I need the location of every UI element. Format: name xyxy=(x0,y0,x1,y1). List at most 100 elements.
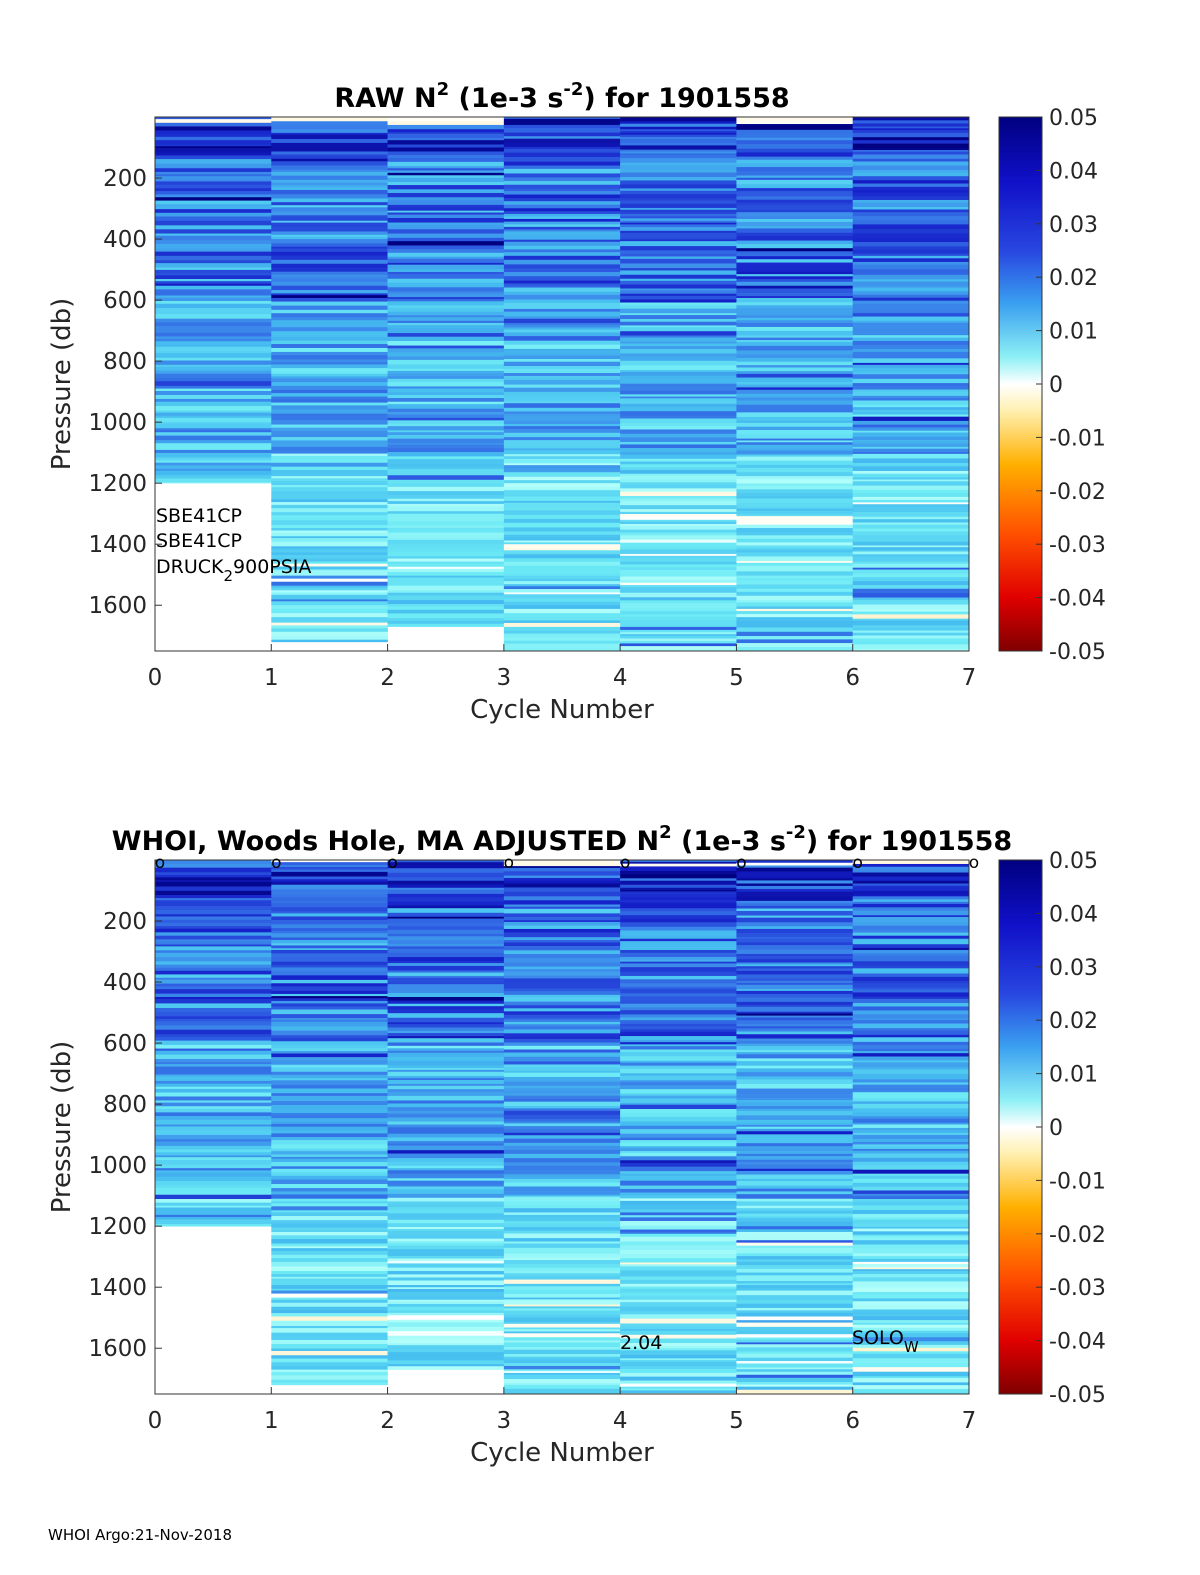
heatmap-cell xyxy=(387,1137,505,1142)
heatmap-cell xyxy=(503,1379,621,1384)
heatmap-cell xyxy=(503,1273,621,1276)
heatmap-cell xyxy=(852,1051,970,1054)
heatmap-cell xyxy=(852,630,970,633)
heatmap-cell xyxy=(736,528,854,533)
plot-frame xyxy=(154,116,970,652)
heatmap-cell xyxy=(387,189,505,194)
heatmap-cell xyxy=(503,1042,621,1047)
heatmap-cell xyxy=(387,1241,505,1244)
heatmap-cell xyxy=(620,415,737,419)
heatmap-cell xyxy=(155,1044,272,1049)
heatmap-cell xyxy=(503,928,621,933)
heatmap-cell xyxy=(736,974,854,979)
heatmap-cell xyxy=(155,260,272,264)
heatmap-cell xyxy=(620,129,737,132)
heatmap-cell xyxy=(387,315,505,318)
heatmap-cell xyxy=(620,957,737,961)
heatmap-cell xyxy=(503,1087,621,1091)
heatmap-cell xyxy=(155,1083,272,1088)
heatmap-cell xyxy=(387,138,505,141)
heatmap-cell xyxy=(503,575,621,580)
heatmap-cell xyxy=(503,1260,621,1265)
heatmap-cell xyxy=(736,565,854,569)
heatmap-cell xyxy=(852,294,970,298)
heatmap-cell xyxy=(503,962,621,967)
heatmap-cell xyxy=(736,1240,854,1243)
heatmap-cell xyxy=(387,1285,505,1288)
heatmap-cell xyxy=(503,637,621,641)
heatmap-cell xyxy=(736,538,854,543)
heatmap-cell xyxy=(387,134,505,139)
heatmap-cell xyxy=(271,1248,388,1252)
heatmap-cell xyxy=(852,120,970,124)
heatmap-cell xyxy=(387,287,505,292)
heatmap-cell xyxy=(620,1330,737,1336)
heatmap-cell xyxy=(271,943,388,946)
heatmap-cell xyxy=(620,546,737,550)
heatmap-cell xyxy=(852,885,970,888)
heatmap-cell xyxy=(620,878,737,882)
heatmap-cell xyxy=(736,426,854,431)
heatmap-cell xyxy=(271,566,388,570)
colorbar-tick-label: -0.03 xyxy=(1049,1276,1106,1301)
heatmap-cell xyxy=(155,867,272,873)
heatmap-cell xyxy=(852,1274,970,1278)
heatmap-cell xyxy=(271,546,388,549)
heatmap-cell xyxy=(503,272,621,277)
heatmap-cell xyxy=(620,517,737,521)
heatmap-cell xyxy=(620,891,737,894)
heatmap-cell xyxy=(387,432,505,436)
heatmap-cell xyxy=(620,429,737,435)
heatmap-cell xyxy=(271,1246,388,1249)
heatmap-cell xyxy=(503,198,621,202)
heatmap-cell xyxy=(271,1078,388,1081)
heatmap-cell xyxy=(503,573,621,577)
heatmap-cell xyxy=(620,379,737,384)
heatmap-cell xyxy=(271,317,388,321)
heatmap-cell xyxy=(736,228,854,233)
heatmap-cell xyxy=(736,602,854,607)
heatmap-cell xyxy=(852,577,970,582)
heatmap-cell xyxy=(503,1289,621,1295)
heatmap-cell xyxy=(852,337,970,342)
heatmap-cell xyxy=(387,530,505,533)
heatmap-cell xyxy=(736,305,854,309)
heatmap-cell xyxy=(736,335,854,338)
heatmap-cell xyxy=(852,1017,970,1021)
annotation-float-sub: W xyxy=(904,1338,919,1356)
heatmap-cell xyxy=(852,1030,970,1036)
heatmap-cell xyxy=(155,1149,272,1153)
heatmap-cell xyxy=(503,391,621,396)
heatmap-cell xyxy=(503,969,621,972)
heatmap-cell xyxy=(736,1191,854,1195)
heatmap-cell xyxy=(271,1112,388,1116)
heatmap-cell xyxy=(620,1113,737,1118)
heatmap-cell xyxy=(620,915,737,920)
colorbar-tick-label: -0.02 xyxy=(1049,1223,1106,1248)
heatmap-cell xyxy=(155,482,272,484)
y-tick-label: 400 xyxy=(103,227,147,253)
heatmap-cell xyxy=(271,251,388,256)
heatmap-cell xyxy=(503,1383,621,1386)
heatmap-cell xyxy=(852,524,970,529)
heatmap-cell xyxy=(852,896,970,900)
heatmap-cell xyxy=(387,877,505,882)
heatmap-cell xyxy=(503,891,621,897)
heatmap-cell xyxy=(736,542,854,546)
heatmap-cell xyxy=(503,1194,621,1197)
heatmap-cell xyxy=(503,173,621,178)
heatmap-cell xyxy=(736,387,854,391)
heatmap-cell xyxy=(620,988,737,994)
heatmap-cell xyxy=(503,1317,621,1323)
heatmap-cell xyxy=(736,450,854,455)
heatmap-cell xyxy=(620,243,737,247)
heatmap-cell xyxy=(387,452,505,457)
heatmap-cell xyxy=(155,301,272,305)
heatmap-cell xyxy=(155,243,272,249)
heatmap-cell xyxy=(155,401,272,407)
heatmap-cell xyxy=(736,997,854,1003)
heatmap-cell xyxy=(503,138,621,144)
heatmap-cell xyxy=(503,548,621,551)
heatmap-cell xyxy=(271,528,388,531)
